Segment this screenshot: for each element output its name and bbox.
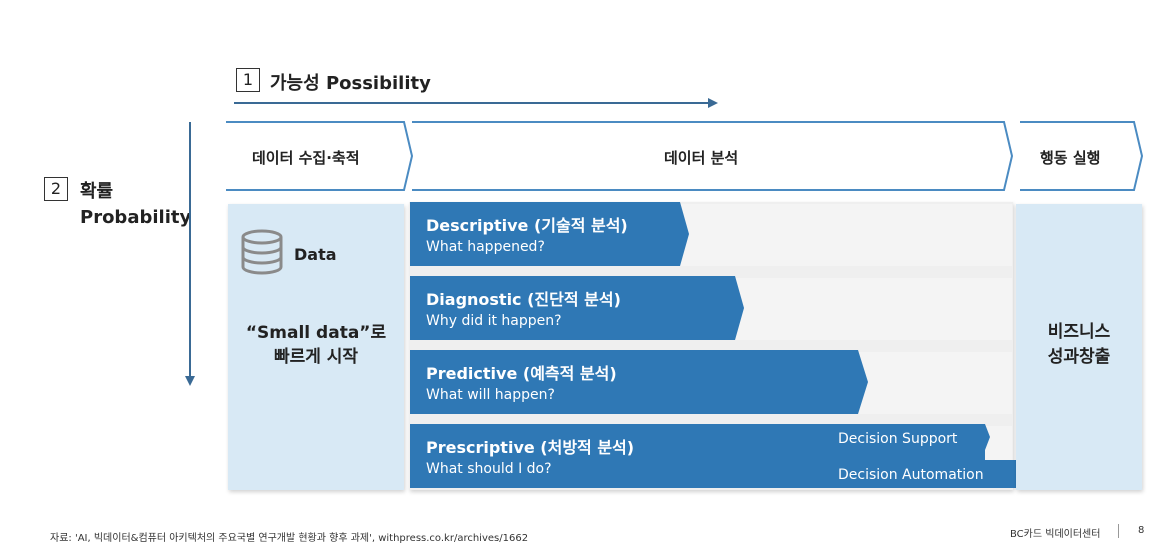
database-icon [241, 229, 283, 275]
stage-collect: 데이터 수집·축적 [252, 149, 360, 167]
possibility-arrow [234, 98, 718, 108]
decision-support-label: Decision Support [838, 431, 958, 447]
prescriptive-title: Prescriptive (처방적 분석) [426, 438, 635, 457]
small-data-line1: “Small data”로 [245, 323, 387, 343]
analytics-bands [410, 202, 1025, 488]
probability-label-en: Probability [80, 207, 192, 228]
descriptive-title: Descriptive (기술적 분석) [426, 216, 628, 235]
prescriptive-subtitle: What should I do? [426, 461, 552, 477]
stage-act: 행동 실행 [1040, 149, 1101, 167]
data-title: Data [294, 245, 337, 264]
small-data-line2: 빠르게 시작 [273, 347, 359, 367]
outcome-line1: 비즈니스 [1047, 322, 1111, 342]
page-number: 8 [1138, 525, 1145, 536]
possibility-label: 가능성 Possibility [270, 73, 431, 94]
predictive-subtitle: What will happen? [426, 387, 555, 403]
decision-automation-label: Decision Automation [838, 467, 984, 483]
predictive-title: Predictive (예측적 분석) [426, 364, 617, 383]
diagnostic-title: Diagnostic (진단적 분석) [426, 290, 621, 309]
descriptive-subtitle: What happened? [426, 239, 545, 255]
outcome-panel [1016, 204, 1142, 490]
stage-chevrons [226, 121, 1144, 191]
footer-brand: BC카드 빅데이터센터 [1010, 529, 1101, 540]
source-citation: 자료: 'AI, 빅데이터&컴퓨터 아키텍처의 주요국별 연구개발 현황과 향후… [50, 533, 529, 544]
outcome-line2: 성과창출 [1047, 347, 1111, 367]
probability-label-ko: 확률 [80, 181, 114, 202]
diagnostic-subtitle: Why did it happen? [426, 313, 562, 329]
possibility-number: 1 [236, 68, 260, 92]
stage-analyze: 데이터 분석 [664, 149, 739, 167]
probability-number: 2 [44, 177, 68, 201]
probability-arrow [185, 122, 195, 386]
footer-divider [1118, 524, 1119, 538]
